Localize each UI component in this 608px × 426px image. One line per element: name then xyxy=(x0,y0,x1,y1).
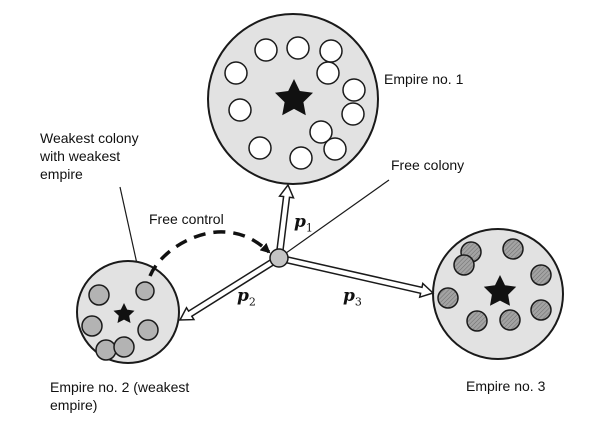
empire-1-label: Empire no. 1 xyxy=(384,71,464,87)
colony xyxy=(316,61,340,85)
empire-3-colonies xyxy=(437,238,552,332)
colony xyxy=(254,38,278,62)
colony xyxy=(113,336,135,358)
empire-2-colonies xyxy=(81,281,159,361)
free-colony-label: Free colony xyxy=(391,157,465,173)
colony xyxy=(341,102,365,126)
hollow-arrow-icon xyxy=(178,254,282,321)
p1-label: p1 xyxy=(294,212,313,235)
colony xyxy=(530,299,552,321)
hollow-arrow-icon xyxy=(275,183,295,260)
star-icon xyxy=(275,79,313,116)
empire-3 xyxy=(432,228,564,360)
star-icon xyxy=(113,303,135,323)
colony xyxy=(289,146,313,170)
empire-1-colonies xyxy=(224,36,366,170)
colony xyxy=(502,238,524,260)
empire-2-label: Empire no. 2 (weakest empire) xyxy=(50,379,190,413)
free-colony xyxy=(269,248,289,268)
p2-label: p2 xyxy=(237,286,256,309)
colony xyxy=(342,78,366,102)
colony xyxy=(248,136,272,160)
colony xyxy=(309,120,333,144)
empire-3-label: Empire no. 3 xyxy=(466,378,546,394)
free-control-label: Free control xyxy=(149,211,224,227)
colony xyxy=(286,36,310,60)
star-icon xyxy=(483,275,517,306)
probability-arrows xyxy=(178,183,435,321)
colony xyxy=(228,98,252,122)
free-colony-pointer-line xyxy=(278,179,390,259)
empire-2 xyxy=(76,260,180,364)
colony xyxy=(224,61,248,85)
colony xyxy=(319,39,343,63)
colony xyxy=(323,137,347,161)
colony xyxy=(453,254,475,276)
free-control-arrow xyxy=(148,230,271,277)
colony xyxy=(530,264,552,286)
empire-1 xyxy=(207,13,379,185)
weakest-colony xyxy=(135,281,155,301)
colony xyxy=(437,287,459,309)
p3-label: p3 xyxy=(343,286,362,309)
colony xyxy=(81,315,103,337)
colony xyxy=(95,339,117,361)
hollow-arrow-icon xyxy=(277,254,435,299)
colony xyxy=(137,319,159,341)
colony xyxy=(499,309,521,331)
colony xyxy=(466,310,488,332)
colony xyxy=(88,284,110,306)
weakest-colony-label: Weakest colony with weakest empire xyxy=(40,130,139,182)
